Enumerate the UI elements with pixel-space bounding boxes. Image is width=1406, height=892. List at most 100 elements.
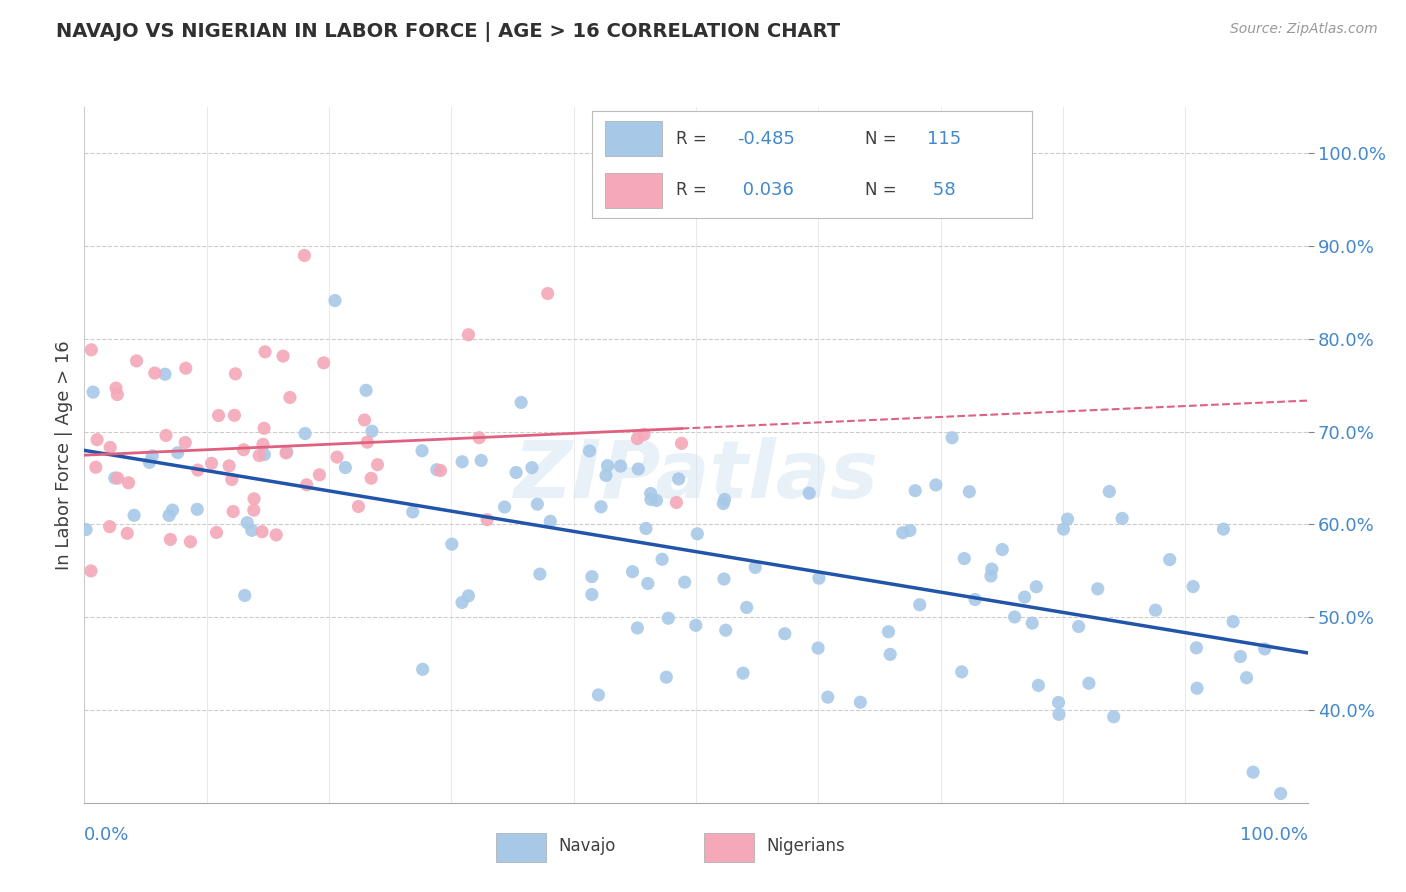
Point — [685, 618, 707, 632]
Point — [475, 513, 498, 527]
Point — [470, 453, 492, 467]
Point — [1047, 695, 1070, 709]
Point — [221, 473, 243, 487]
Point — [254, 344, 277, 359]
Point — [224, 409, 246, 423]
Point — [179, 534, 201, 549]
Point — [117, 475, 139, 490]
Point — [1159, 552, 1181, 566]
Point — [440, 537, 463, 551]
Point — [609, 459, 631, 474]
Point — [904, 483, 927, 498]
Point — [589, 500, 612, 514]
Point — [651, 552, 673, 566]
Point — [141, 449, 163, 463]
Point — [166, 446, 188, 460]
Point — [278, 391, 301, 405]
Point — [645, 493, 668, 508]
Point — [117, 526, 139, 541]
Point — [686, 526, 709, 541]
Point — [711, 496, 734, 510]
Point — [354, 384, 377, 398]
Point — [292, 248, 315, 262]
Point — [957, 484, 980, 499]
Point — [138, 455, 160, 469]
Point — [991, 542, 1014, 557]
Point — [274, 446, 297, 460]
Point — [157, 508, 180, 523]
Text: 100.0%: 100.0% — [1240, 826, 1308, 844]
Point — [735, 600, 758, 615]
Point — [1111, 511, 1133, 525]
Point — [1077, 676, 1099, 690]
Point — [360, 471, 382, 485]
Point — [941, 431, 963, 445]
Point — [1102, 710, 1125, 724]
Point — [1052, 522, 1074, 536]
Point — [633, 427, 655, 442]
Point — [264, 528, 287, 542]
Point — [595, 468, 617, 483]
Point — [879, 648, 901, 662]
Point — [294, 426, 316, 441]
Point — [82, 385, 104, 400]
Point — [1021, 616, 1043, 631]
Point — [468, 431, 491, 445]
Point — [84, 460, 107, 475]
Point — [807, 571, 830, 585]
Point — [799, 486, 821, 500]
Point — [253, 421, 276, 435]
Text: Source: ZipAtlas.com: Source: ZipAtlas.com — [1230, 22, 1378, 37]
Point — [335, 460, 357, 475]
Point — [187, 463, 209, 477]
Point — [236, 516, 259, 530]
Point — [1236, 671, 1258, 685]
Point — [877, 624, 900, 639]
Point — [898, 524, 921, 538]
Point — [1004, 610, 1026, 624]
Point — [222, 504, 245, 518]
Point — [1067, 619, 1090, 633]
Point — [104, 471, 127, 485]
Point — [640, 486, 662, 500]
Text: 0.0%: 0.0% — [84, 826, 129, 844]
Point — [1047, 707, 1070, 722]
Point — [323, 293, 346, 308]
Point — [75, 523, 97, 537]
Point — [626, 432, 648, 446]
Point — [671, 436, 693, 450]
Point — [526, 497, 548, 511]
Point — [233, 589, 256, 603]
Point — [308, 467, 330, 482]
Point — [1182, 580, 1205, 594]
Point — [107, 471, 129, 485]
Point — [451, 455, 474, 469]
Point — [412, 662, 434, 676]
Point — [817, 690, 839, 705]
Point — [965, 592, 987, 607]
Point — [713, 492, 735, 507]
Point — [159, 533, 181, 547]
Point — [451, 595, 474, 609]
Point — [457, 589, 479, 603]
Point — [668, 472, 690, 486]
Point — [1185, 681, 1208, 696]
Point — [232, 442, 254, 457]
Point — [980, 562, 1002, 576]
Point — [356, 435, 378, 450]
Point — [657, 611, 679, 625]
Point — [143, 366, 166, 380]
Point — [520, 460, 543, 475]
Point — [218, 458, 240, 473]
Point — [411, 443, 433, 458]
Point — [429, 463, 451, 477]
Point — [366, 458, 388, 472]
Point — [276, 445, 298, 459]
Point — [243, 491, 266, 506]
Point — [621, 565, 644, 579]
Point — [505, 466, 527, 480]
Point — [538, 514, 561, 528]
Point — [125, 354, 148, 368]
Point — [578, 444, 600, 458]
Point — [849, 695, 872, 709]
